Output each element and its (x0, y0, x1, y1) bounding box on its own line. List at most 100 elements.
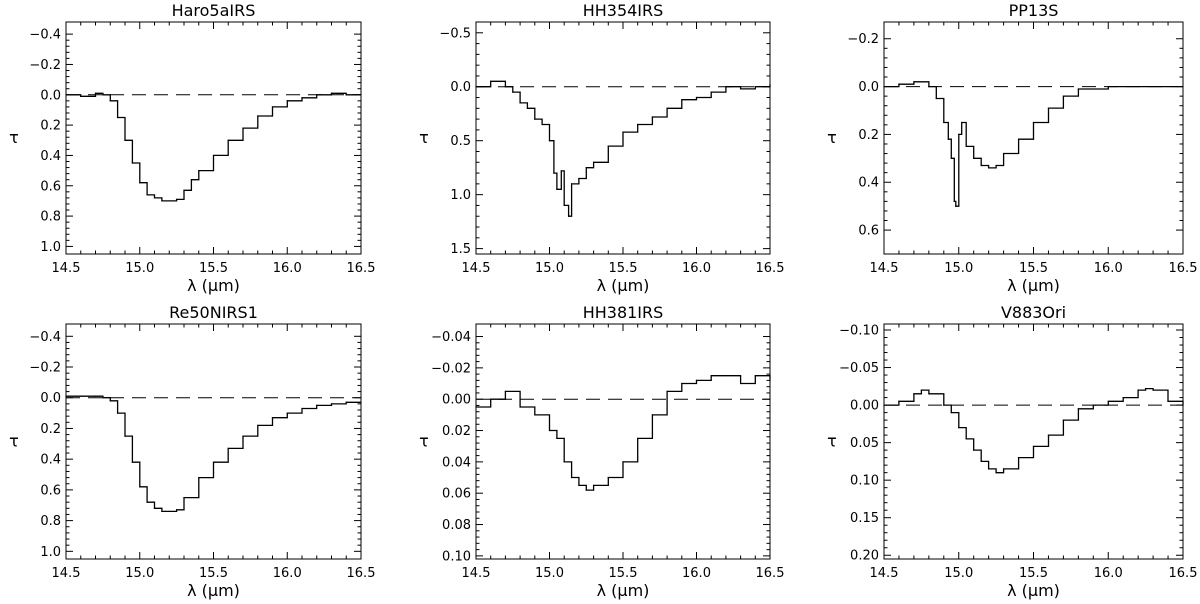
data-point (146, 194, 148, 196)
data-point (257, 424, 259, 426)
data-point (965, 145, 967, 147)
x-tick-label: 16.5 (756, 566, 785, 581)
data-point (242, 127, 244, 129)
data-point (556, 437, 558, 439)
y-tick-label: 0.8 (40, 210, 61, 225)
y-tick-label: 0.4 (40, 149, 61, 164)
x-tick-label: 15.0 (944, 566, 973, 581)
data-point (1152, 389, 1154, 391)
data-point (593, 161, 595, 163)
data-point (593, 484, 595, 486)
data-point (1167, 400, 1169, 402)
y-tick-label: −0.02 (431, 361, 471, 376)
panel-title: Haro5aIRS (172, 1, 256, 20)
y-tick-label: −0.5 (439, 26, 471, 41)
data-point (548, 140, 551, 142)
data-point (131, 461, 133, 463)
data-point (316, 404, 318, 407)
spectrum-line (66, 92, 361, 202)
x-tick-label: 15.0 (944, 261, 973, 276)
data-point (1182, 404, 1184, 406)
data-point (570, 476, 573, 479)
y-axis-label: τ (419, 432, 429, 451)
data-point (301, 407, 303, 410)
data-point (637, 123, 639, 126)
data-point (475, 86, 477, 88)
y-tick-label: −0.2 (29, 58, 61, 73)
data-point (995, 164, 997, 167)
y-tick-label: −0.4 (29, 330, 61, 345)
x-axis-label: λ (μm) (597, 581, 650, 600)
data-point (94, 395, 97, 397)
y-axis-label: τ (827, 432, 837, 451)
spectrum-line (476, 375, 771, 491)
data-point (754, 375, 756, 377)
x-tick-label: 14.5 (870, 566, 899, 581)
data-point (935, 97, 937, 100)
data-point (227, 447, 229, 450)
data-point (898, 400, 900, 402)
data-point (666, 107, 668, 109)
y-axis-label: τ (9, 432, 19, 451)
y-tick-label: 0.0 (40, 88, 61, 103)
y-tick-label: 0.2 (858, 128, 879, 143)
panel-title: HH381IRS (583, 303, 664, 322)
data-point (973, 157, 975, 159)
data-point (1032, 121, 1035, 124)
data-point (360, 401, 362, 403)
data-point (740, 382, 742, 385)
panel-title: HH354IRS (583, 1, 664, 20)
data-point (1182, 85, 1184, 88)
panel-4: Re50NIRS1 14.5 15.0 15.5 16.0 16.5 −0.4 −0.2 0.0… (9, 303, 375, 600)
x-tick-label: 15.0 (535, 261, 564, 276)
data-point (161, 200, 163, 202)
data-point (490, 80, 492, 82)
data-point (950, 157, 952, 159)
data-point (695, 379, 698, 381)
data-point (65, 94, 67, 96)
x-tick-label: 16.0 (682, 566, 711, 581)
data-point (117, 412, 119, 414)
panel-2: HH354IRS 14.5 15.0 15.5 16.0 16.5 −0.5 0.0 0.5 1.… (419, 1, 784, 295)
y-tick-label: 0.0 (450, 80, 471, 95)
y-tick-label: 0.15 (850, 511, 879, 526)
y-tick-label: 0.10 (850, 474, 879, 489)
data-point (80, 395, 82, 397)
data-point (301, 97, 303, 99)
data-point (1107, 85, 1109, 88)
x-tick-label: 16.0 (1094, 566, 1123, 581)
y-tick-label: 1.0 (450, 188, 471, 203)
x-axis-label: λ (μm) (1007, 581, 1060, 600)
x-tick-label: 16.0 (273, 566, 302, 581)
data-point (1062, 419, 1064, 421)
data-point (607, 476, 609, 479)
data-point (578, 177, 580, 180)
data-point (973, 449, 975, 451)
data-point (947, 138, 949, 140)
data-point (1047, 434, 1050, 436)
data-point (117, 116, 119, 119)
data-point (651, 414, 654, 416)
data-point (563, 461, 565, 463)
y-tick-label: 0.00 (850, 399, 879, 414)
data-point (80, 95, 82, 97)
panel-3: PP13S 14.5 15.0 15.5 16.0 16.5 −0.2 0.0 0.2 0.4 0.… (827, 1, 1197, 295)
data-point (534, 118, 536, 120)
data-point (176, 509, 178, 511)
data-point (257, 115, 259, 117)
data-point (1077, 408, 1079, 410)
data-point (271, 417, 274, 419)
x-tick-label: 15.0 (125, 566, 154, 581)
data-point (710, 375, 712, 377)
data-point (102, 94, 104, 96)
y-tick-label: 0.05 (850, 436, 879, 451)
data-point (475, 406, 477, 408)
data-point (666, 390, 668, 392)
plot-frame (65, 21, 362, 255)
data-point (183, 189, 185, 191)
data-point (563, 204, 565, 207)
y-tick-label: −0.04 (431, 330, 471, 345)
data-point (139, 486, 141, 488)
data-point (769, 83, 771, 86)
